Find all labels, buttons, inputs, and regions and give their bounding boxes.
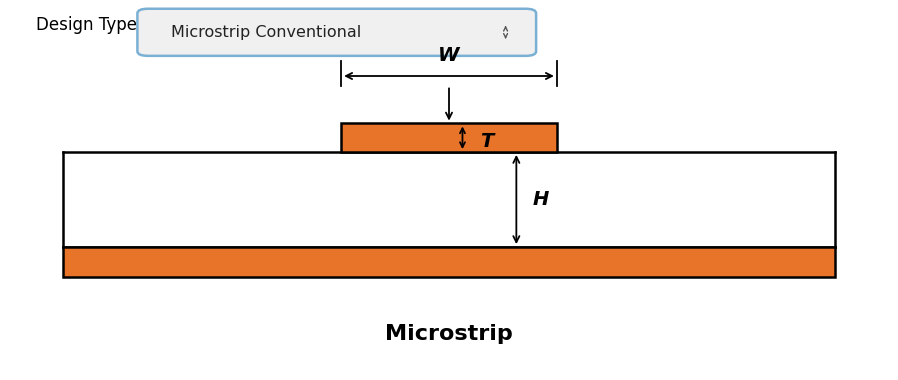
Bar <box>341 124 557 152</box>
Text: Microstrip: Microstrip <box>385 325 513 344</box>
Bar <box>63 152 835 247</box>
Text: H: H <box>533 190 549 209</box>
Text: W: W <box>438 46 460 65</box>
Bar <box>63 247 835 277</box>
Text: Design Type:: Design Type: <box>36 16 143 34</box>
Text: T: T <box>480 132 494 151</box>
Text: Microstrip Conventional: Microstrip Conventional <box>171 25 361 40</box>
FancyBboxPatch shape <box>137 9 536 56</box>
